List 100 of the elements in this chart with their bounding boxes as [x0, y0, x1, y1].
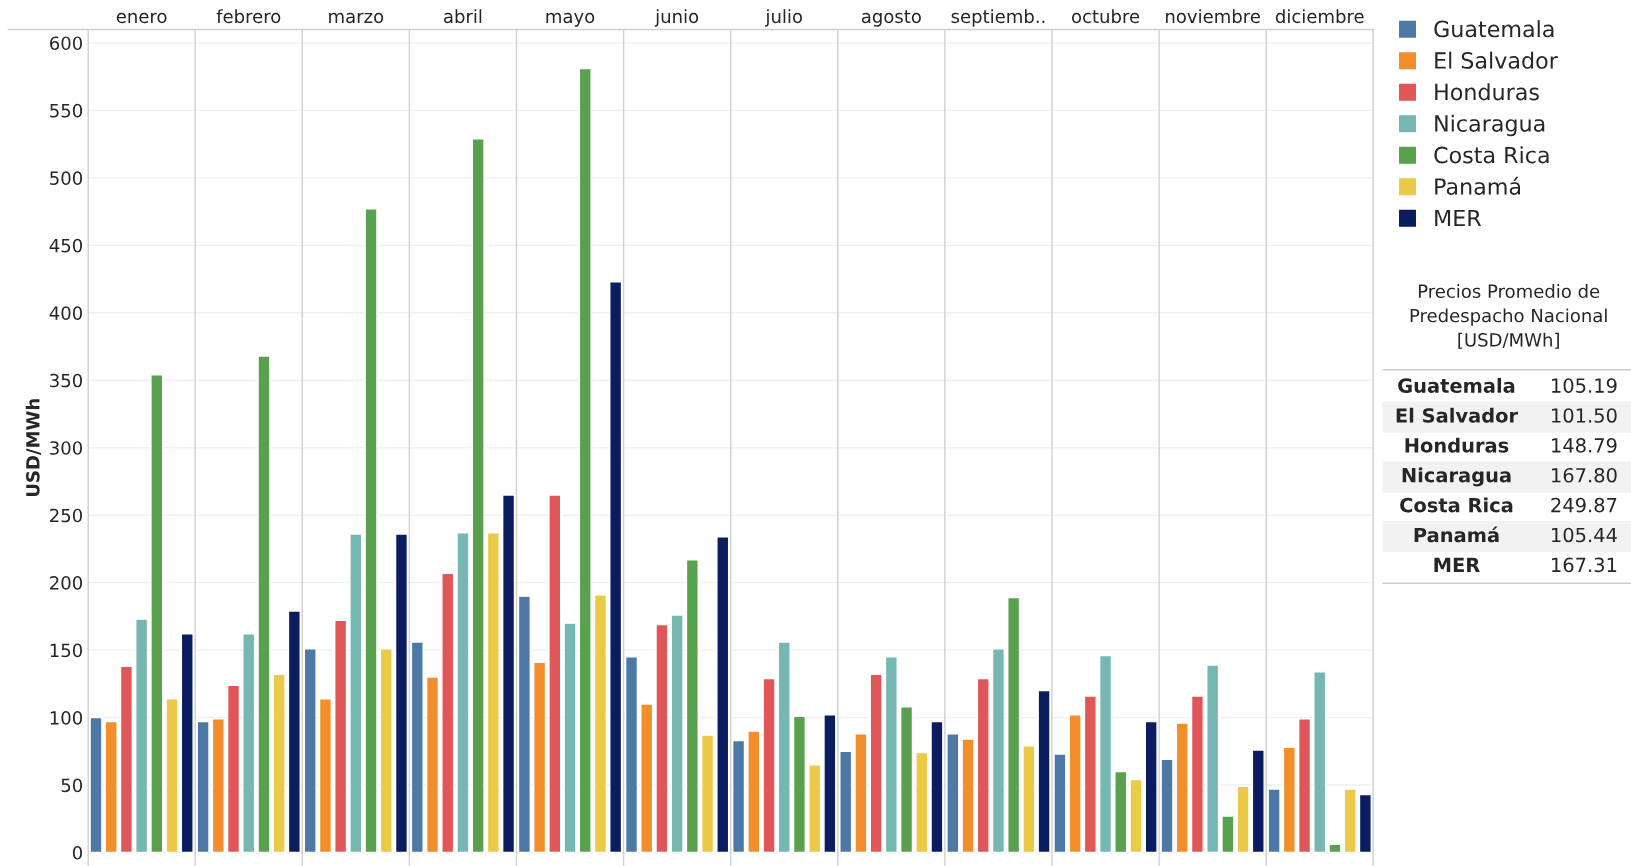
text: Nicaragua 167.80 — [1402, 467, 1617, 487]
bar — [119, 665, 134, 854]
bar — [272, 673, 286, 854]
bar — [716, 536, 730, 854]
legend-label: MER — [1435, 209, 1482, 227]
x-tick-label: abril — [444, 9, 482, 24]
y-tick-label: 500 — [50, 171, 83, 185]
y-tick-label: 550 — [50, 103, 83, 118]
bar — [747, 730, 761, 854]
legend-label: El Salvador — [1435, 51, 1558, 69]
x-tick-label: octubre — [1072, 9, 1140, 24]
bar — [1007, 596, 1021, 854]
bar — [89, 716, 103, 854]
text: Guatemala 105.19 — [1398, 377, 1617, 393]
bar — [1175, 722, 1189, 854]
bar — [792, 715, 807, 854]
bar — [899, 706, 914, 854]
bar — [823, 714, 837, 854]
bar — [471, 138, 485, 854]
bar — [670, 614, 684, 854]
text: El Salvador 101.50 — [1396, 407, 1617, 423]
bar — [884, 656, 898, 854]
y-tick-label: 250 — [50, 508, 83, 523]
x-tick-label: septiemb.. — [951, 9, 1045, 27]
bar — [441, 572, 455, 854]
bar — [624, 656, 639, 854]
y-tick-label: 100 — [50, 711, 83, 725]
bar — [349, 533, 363, 854]
bar — [1129, 778, 1143, 854]
bar — [456, 532, 470, 854]
bar — [394, 533, 409, 854]
bar — [1358, 793, 1372, 854]
bar — [334, 619, 348, 854]
bar — [318, 697, 332, 854]
x-tick-label: febrero — [216, 9, 281, 24]
bar — [777, 641, 791, 854]
bar — [1190, 695, 1205, 854]
bar — [1297, 718, 1312, 854]
x-tick-label: agosto — [861, 10, 921, 27]
y-axis-title: USD/MWh — [25, 399, 42, 497]
bar — [578, 67, 592, 854]
bar — [410, 641, 424, 854]
bar — [1160, 758, 1174, 854]
bar — [1144, 720, 1158, 854]
bar — [1098, 654, 1113, 854]
text: Honduras 148.79 — [1405, 437, 1617, 453]
y-tick-label: 450 — [49, 238, 83, 253]
x-tick-label: diciembre — [1275, 9, 1364, 24]
bar — [839, 750, 853, 854]
bar — [104, 720, 118, 854]
bar — [961, 738, 975, 854]
y-tick-label: 200 — [50, 576, 83, 590]
x-tick-label: julio — [765, 9, 803, 27]
y-tick-label: 350 — [50, 373, 83, 388]
x-tick-label: mayo — [546, 12, 595, 27]
bar — [1313, 671, 1327, 854]
bar — [180, 633, 194, 854]
legend-label: Costa Rica — [1434, 146, 1549, 164]
bar — [1343, 788, 1357, 854]
bar — [655, 623, 669, 854]
bar — [991, 648, 1006, 854]
y-tick-label: 0 — [72, 845, 83, 860]
bar — [1251, 749, 1265, 854]
bar — [379, 648, 393, 854]
bar — [808, 764, 822, 854]
bar — [135, 618, 149, 854]
bar — [257, 355, 271, 854]
bar — [211, 718, 225, 854]
bar — [563, 622, 577, 854]
bar — [762, 677, 776, 854]
x-tick-label: enero — [116, 12, 167, 24]
bar — [1068, 714, 1082, 854]
x-tick-label: noviembre — [1166, 9, 1260, 24]
text: Panamá 105.44 — [1414, 526, 1617, 543]
bar — [915, 751, 929, 854]
bar — [1221, 815, 1235, 854]
bar — [1267, 788, 1281, 854]
bar — [242, 633, 256, 854]
bar — [548, 494, 562, 854]
bar — [869, 673, 883, 854]
bar — [854, 733, 868, 854]
y-tick-label: 600 — [50, 36, 83, 51]
bar — [287, 610, 301, 854]
bar — [1083, 695, 1097, 854]
legend-label: Honduras — [1435, 83, 1539, 101]
bar — [1114, 770, 1128, 854]
bar — [501, 494, 516, 854]
bar — [685, 559, 699, 854]
bar — [364, 208, 378, 854]
text: Costa Rica 249.87 — [1400, 497, 1617, 513]
y-tick-label: 400 — [49, 306, 83, 320]
bar — [1022, 745, 1036, 854]
bar — [165, 697, 179, 854]
bar — [303, 648, 317, 854]
text: MER 167.31 — [1434, 557, 1617, 573]
bar — [150, 374, 164, 854]
bar — [976, 677, 990, 854]
legend-label: Nicaragua — [1435, 114, 1545, 137]
bar — [1206, 664, 1220, 854]
bar — [593, 594, 608, 854]
